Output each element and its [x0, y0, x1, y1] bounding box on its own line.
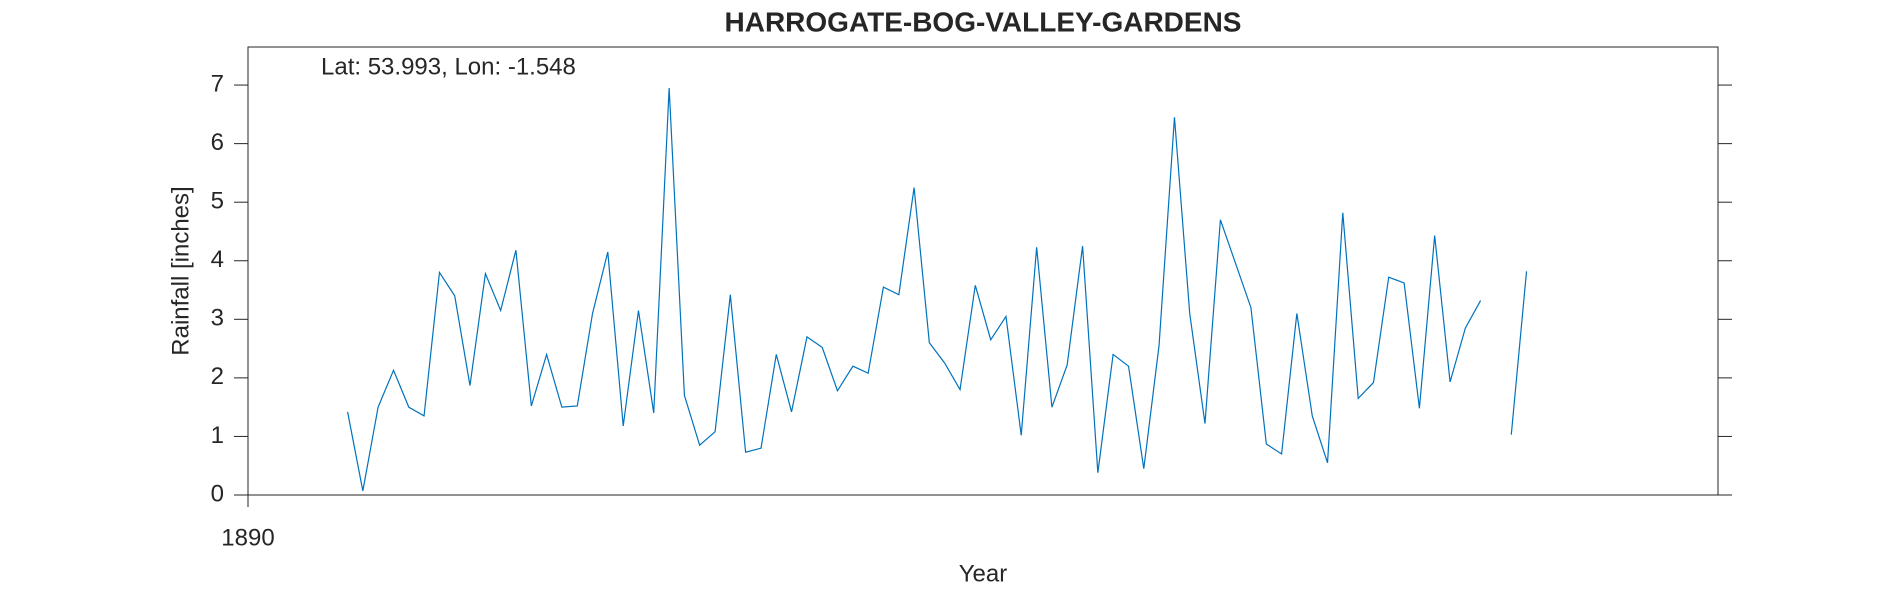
y-axis-label: Rainfall [inches] — [167, 186, 194, 355]
y-tick-label: 5 — [211, 188, 224, 215]
annotation: Lat: 53.993, Lon: -1.548 — [321, 53, 576, 80]
y-tick-label: 4 — [211, 246, 224, 273]
x-tick-label: 1890 — [221, 524, 274, 551]
y-tick-label: 0 — [211, 480, 224, 507]
x-axis-label: Year — [959, 560, 1008, 587]
data-line — [1510, 271, 1528, 435]
y-tick-label: 2 — [211, 363, 224, 390]
y-tick-label: 3 — [211, 305, 224, 332]
y-tick-label: 6 — [211, 129, 224, 156]
chart-title: HARROGATE-BOG-VALLEY-GARDENS — [725, 6, 1242, 37]
y-tick-label: 7 — [211, 70, 224, 97]
data-line — [347, 87, 1482, 492]
plot-box — [247, 46, 1719, 496]
y-tick-label: 1 — [211, 422, 224, 449]
